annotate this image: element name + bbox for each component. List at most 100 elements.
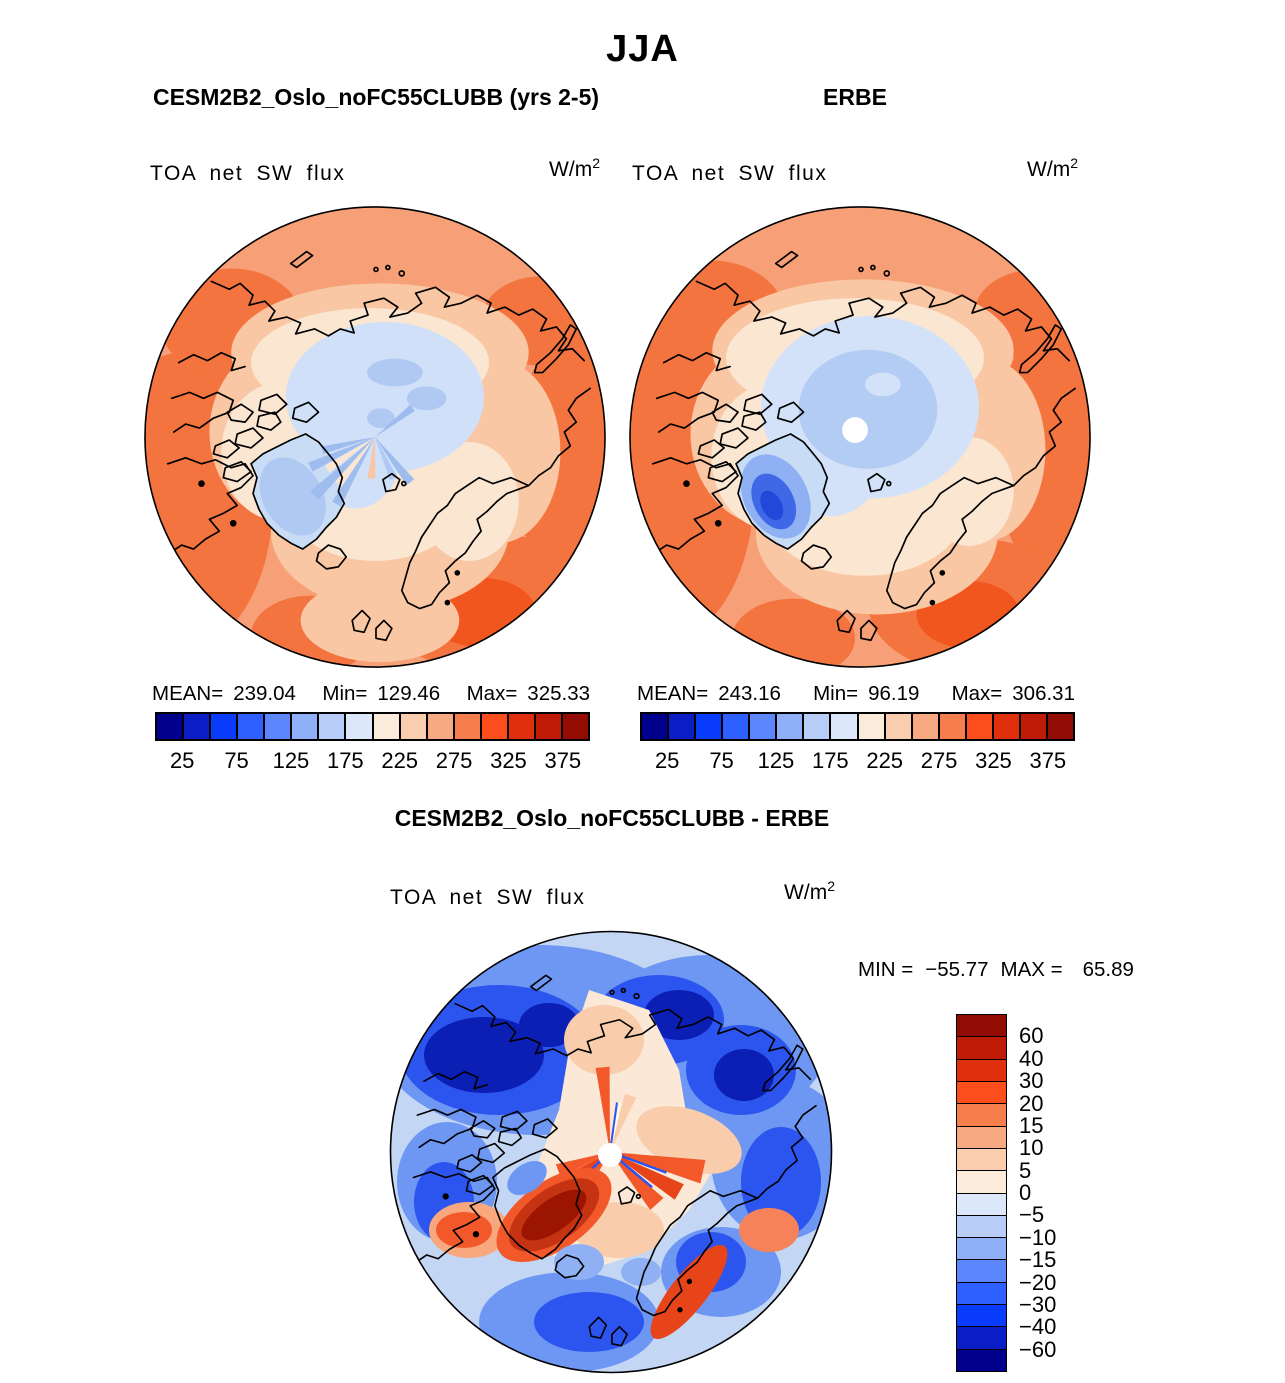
colorbar-tick-label: −40	[1019, 1314, 1057, 1340]
colorbar-tick-label: 30	[1019, 1068, 1044, 1094]
colorbar-cell	[265, 714, 293, 739]
colorbar-tick-label: 75	[224, 748, 249, 773]
colorbar-cell	[400, 714, 428, 739]
colorbar-cell	[957, 1305, 1006, 1328]
colorbar-tick-label: 125	[757, 748, 795, 773]
colorbar-tick-label: 60	[1019, 1023, 1044, 1049]
colorbar-cell	[957, 1193, 1006, 1216]
diff-field-label: TOA net SW flux	[390, 886, 586, 909]
colorbar-cell	[957, 1171, 1006, 1194]
colorbar-cell	[319, 714, 347, 739]
colorbar-cell	[885, 714, 913, 739]
colorbar-cell	[238, 714, 266, 739]
pole-contour-streaks	[308, 404, 415, 507]
colorbar-tick-label: −60	[1019, 1336, 1057, 1362]
colorbar-cell	[1020, 714, 1048, 739]
colorbar-tick-label: 275	[920, 748, 958, 773]
colorbar-cell	[957, 1126, 1006, 1149]
colorbar-cell	[535, 714, 563, 739]
colorbar-tick-label: 25	[654, 748, 680, 773]
colorbar-tick-label: 175	[811, 748, 849, 773]
colorbar-cell	[957, 1349, 1006, 1371]
map-boundary-circle	[144, 206, 606, 668]
colorbar-cell	[454, 714, 482, 739]
colorbar-tick-label: 5	[1019, 1157, 1032, 1183]
colorbar-tick-label: −5	[1019, 1202, 1045, 1228]
model-polar-map	[144, 206, 606, 668]
colorbar-cell	[750, 714, 778, 739]
diff-minmax-line: MIN = −55.77 MAX = 65.89	[858, 958, 1134, 981]
colorbar-tick-label: 375	[544, 748, 582, 773]
colorbar-tick-label: 125	[272, 748, 310, 773]
colorbar-tick-label: 0	[1019, 1180, 1032, 1205]
obs-field-contours	[629, 206, 1091, 668]
colorbar-cell	[184, 714, 212, 739]
colorbar-tick-label: −15	[1019, 1247, 1057, 1273]
diff-polar-map	[389, 930, 833, 1374]
model-field-label: TOA net SW flux	[150, 162, 346, 185]
colorbar-cell	[858, 714, 886, 739]
colorbar-cell	[957, 1215, 1006, 1239]
obs-units-label: W/m2	[1027, 155, 1078, 181]
colorbar-cell	[723, 714, 751, 739]
colorbar-tick-label: 25	[169, 748, 195, 773]
colorbar-tick-label: −10	[1019, 1224, 1057, 1250]
colorbar-cell	[957, 1037, 1006, 1060]
colorbar-cell	[993, 714, 1021, 739]
colorbar-cell	[966, 714, 994, 739]
colorbar-cell	[957, 1282, 1006, 1306]
colorbar-cell	[1047, 714, 1073, 739]
colorbar-cell	[346, 714, 374, 739]
obs-stats-line: MEAN= 243.16 Min= 96.19 Max= 306.31	[637, 682, 1075, 705]
map-boundary-circle	[389, 930, 833, 1374]
obs-field-label: TOA net SW flux	[632, 162, 828, 185]
pole-data-void	[598, 1143, 622, 1167]
colorbar-cell	[642, 714, 670, 739]
diff-units-label: W/m2	[784, 878, 835, 904]
colorbar-cell	[508, 714, 536, 739]
colorbar-cell	[427, 714, 455, 739]
colorbar-cell	[957, 1260, 1006, 1283]
colorbar-cell	[373, 714, 401, 739]
colorbar-cell	[957, 1148, 1006, 1172]
colorbar-cell	[939, 714, 967, 739]
colorbar-tick-label: 175	[326, 748, 364, 773]
colorbar-tick-label: 15	[1019, 1112, 1044, 1138]
colorbar-cell	[957, 1238, 1006, 1261]
colorbar-cell	[957, 1081, 1006, 1105]
colorbar-cell	[157, 714, 185, 739]
colorbar-cell	[292, 714, 320, 739]
colorbar-tick-label: −30	[1019, 1291, 1057, 1317]
colorbar-tick-label: 325	[975, 748, 1012, 773]
map-boundary-circle	[629, 206, 1091, 668]
colorbar-tick-label: 75	[709, 748, 734, 773]
model-colorbar: 25 75 125 175 225 275 325 375	[155, 712, 590, 773]
colorbar-cell	[957, 1059, 1006, 1082]
pole-data-void	[842, 417, 868, 443]
colorbar-cell	[777, 714, 805, 739]
obs-polar-map	[629, 206, 1091, 668]
colorbar-cell	[211, 714, 239, 739]
model-stats-line: MEAN= 239.04 Min= 129.46 Max= 325.33	[152, 682, 590, 705]
colorbar-tick-label: 375	[1029, 748, 1067, 773]
colorbar-tick-label: 10	[1019, 1135, 1044, 1161]
colorbar-cell	[696, 714, 724, 739]
colorbar-tick-label: 325	[490, 748, 527, 773]
colorbar-tick-label: 275	[435, 748, 473, 773]
colorbar-cell	[562, 714, 588, 739]
colorbar-cell	[669, 714, 697, 739]
colorbar-tick-label: 40	[1019, 1045, 1044, 1071]
colorbar-tick-label: 225	[381, 748, 419, 773]
diff-colorbar: 60 40 30 20 15 10 5 0 −5 −10 −15 −20 −30 −40 −60	[956, 1014, 1056, 1372]
model-panel-title: CESM2B2_Oslo_noFC55CLUBB (yrs 2-5)	[152, 84, 600, 110]
obs-panel-title: ERBE	[823, 84, 887, 110]
colorbar-tick-label: 225	[866, 748, 904, 773]
model-units-label: W/m2	[549, 155, 600, 181]
colorbar-cell	[481, 714, 509, 739]
colorbar-cell	[957, 1327, 1006, 1350]
colorbar-cell	[804, 714, 832, 739]
colorbar-tick-label: 20	[1019, 1090, 1044, 1116]
colorbar-cell	[957, 1015, 1006, 1038]
obs-colorbar: 25 75 125 175 225 275 325 375	[640, 712, 1075, 773]
